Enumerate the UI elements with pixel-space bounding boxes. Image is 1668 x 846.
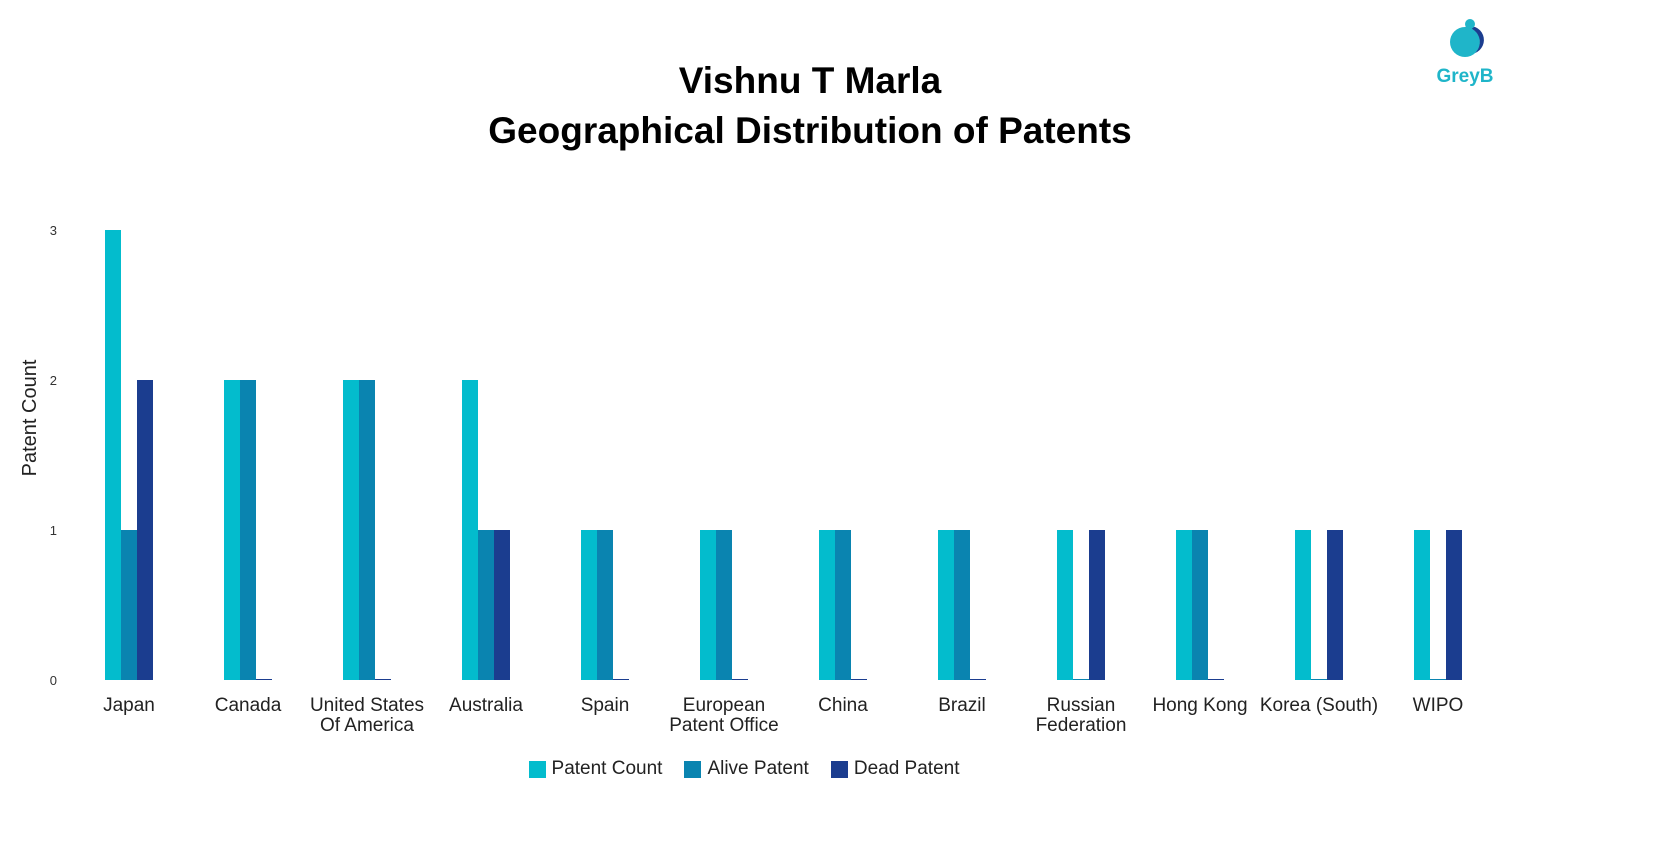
legend-item[interactable]: Alive Patent <box>684 758 809 780</box>
x-tick-label: United States Of America <box>310 695 424 736</box>
bar <box>835 530 851 680</box>
x-tick-label: WIPO <box>1413 695 1464 716</box>
x-tick-label: Japan <box>103 695 155 716</box>
bar <box>954 530 970 680</box>
x-tick-label: Canada <box>215 695 282 716</box>
bar <box>375 679 391 680</box>
bar <box>1430 679 1446 680</box>
bar <box>970 679 986 680</box>
bar <box>1089 530 1105 680</box>
bar <box>1327 530 1343 680</box>
logo-text: GreyB <box>1436 66 1494 87</box>
bar <box>851 679 867 680</box>
y-tick-label: 0 <box>50 673 57 688</box>
bar <box>1446 530 1462 680</box>
bar <box>716 530 732 680</box>
bar <box>224 380 240 680</box>
x-tick-label: Hong Kong <box>1152 695 1247 716</box>
x-tick-label: Korea (South) <box>1260 695 1378 716</box>
x-tick-label: Spain <box>581 695 630 716</box>
chart-subtitle: Geographical Distribution of Patents <box>488 110 1132 151</box>
y-tick-label: 3 <box>50 223 57 238</box>
bar <box>359 380 375 680</box>
bar <box>1414 530 1430 680</box>
bar <box>1176 530 1192 680</box>
bar <box>462 380 478 680</box>
bar <box>1311 679 1327 680</box>
bar <box>613 679 629 680</box>
bar <box>1057 530 1073 680</box>
y-tick-label: 2 <box>50 373 57 388</box>
x-tick-label: Russian Federation <box>1036 695 1127 736</box>
bar <box>700 530 716 680</box>
bar <box>121 530 137 680</box>
bar <box>581 530 597 680</box>
bar <box>938 530 954 680</box>
x-tick-label: Brazil <box>938 695 986 716</box>
y-tick-label: 1 <box>50 523 57 538</box>
bar <box>1208 679 1224 680</box>
x-tick-label: China <box>818 695 868 716</box>
legend: Patent Count Alive Patent Dead Patent <box>0 758 1668 780</box>
legend-swatch <box>830 760 848 778</box>
greyb-logo-icon <box>1450 19 1484 57</box>
bar <box>1295 530 1311 680</box>
bar <box>478 530 494 680</box>
legend-label: Alive Patent <box>707 758 809 779</box>
x-tick-label: Australia <box>449 695 523 716</box>
bar <box>819 530 835 680</box>
bar <box>240 380 256 680</box>
bar <box>597 530 613 680</box>
bar <box>1073 679 1089 680</box>
bar <box>732 679 748 680</box>
y-axis-label: Patent Count <box>19 359 41 476</box>
bar <box>494 530 510 680</box>
chart-title: Vishnu T Marla <box>678 60 942 101</box>
bar <box>256 679 272 680</box>
x-tick-label: European Patent Office <box>669 695 779 736</box>
legend-item[interactable]: Dead Patent <box>830 758 960 780</box>
bar <box>105 230 121 680</box>
bar <box>1192 530 1208 680</box>
bar <box>343 380 359 680</box>
legend-label: Dead Patent <box>853 758 960 779</box>
bar <box>137 380 153 680</box>
legend-swatch <box>528 760 546 778</box>
legend-item[interactable]: Patent Count <box>528 758 663 780</box>
legend-label: Patent Count <box>551 758 663 779</box>
legend-swatch <box>684 760 702 778</box>
